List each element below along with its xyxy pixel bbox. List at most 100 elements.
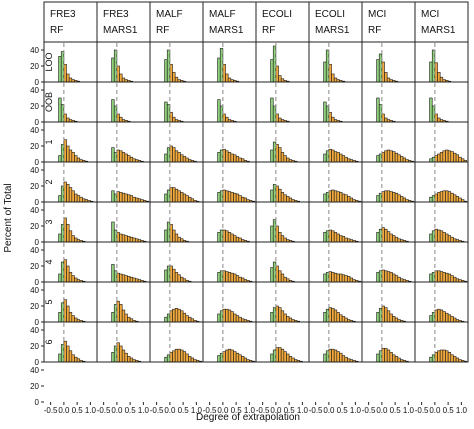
histogram-bar: [323, 193, 327, 203]
x-tick-label: 0.0: [429, 406, 441, 415]
histogram-bar: [333, 349, 338, 363]
x-tick-label: -0.5: [150, 406, 164, 415]
panel-background: [309, 82, 362, 122]
panel-background: [362, 42, 415, 82]
histogram-bar: [394, 317, 399, 323]
histogram-bar: [331, 116, 335, 123]
histogram-bar: [280, 348, 285, 363]
panel: [361, 121, 416, 163]
panel: [96, 161, 151, 203]
histogram-bar: [235, 315, 240, 323]
histogram-bar: [278, 147, 282, 163]
histogram-bar: [164, 229, 168, 243]
x-tick-label: 1.0: [456, 406, 468, 415]
panel: [149, 281, 204, 323]
histogram-bar: [164, 269, 168, 283]
histogram-bar: [439, 309, 444, 323]
histogram-bar: [384, 190, 388, 203]
histogram-bar: [429, 61, 433, 83]
histogram-bar: [341, 155, 346, 163]
histogram-bar: [217, 272, 221, 283]
histogram-bar: [74, 317, 78, 323]
histogram-bar: [376, 353, 380, 363]
histogram-bar: [323, 353, 327, 363]
histogram-bar: [400, 196, 404, 203]
y-tick-label: 20: [30, 142, 39, 151]
panel: [202, 201, 257, 243]
panel-background: [203, 82, 256, 122]
histogram-bar: [341, 236, 346, 243]
y-tick-label: 0: [35, 358, 40, 367]
histogram-bar: [439, 349, 444, 363]
histogram-bar: [442, 232, 446, 243]
histogram-bar: [323, 101, 327, 123]
y-tick-label: 40: [30, 326, 39, 335]
histogram-bar: [339, 153, 343, 163]
histogram-bar: [190, 357, 195, 363]
histogram-bar: [339, 352, 343, 363]
panel: [202, 241, 257, 283]
histogram-bar: [389, 272, 393, 283]
histogram-bar: [331, 149, 335, 163]
histogram-bar: [217, 355, 221, 363]
histogram-bar: [227, 152, 232, 163]
histogram-bar: [344, 156, 348, 163]
histogram-bar: [180, 310, 184, 323]
strip-box: [96, 1, 151, 43]
histogram-bar: [174, 150, 179, 163]
histogram-bar: [288, 356, 293, 363]
panel-grid: LOO OOB 1 2 3 4 5 6: [43, 41, 469, 363]
histogram-bar: [429, 273, 433, 283]
histogram-bar: [225, 271, 229, 283]
y-tick-label: 40: [30, 126, 39, 135]
row-label: 5: [44, 299, 54, 304]
panel: [308, 281, 363, 323]
panel: [96, 41, 151, 83]
histogram-bar: [333, 151, 338, 163]
panel: [255, 201, 310, 243]
y-axis-title: Percent of Total: [3, 183, 14, 252]
histogram-bar: [233, 351, 237, 363]
x-tick-label: 0.5: [337, 406, 349, 415]
histogram-bar: [392, 192, 396, 203]
histogram-bar: [288, 197, 293, 203]
histogram-bar: [437, 72, 441, 83]
histogram-bar: [121, 192, 126, 203]
histogram-bar: [58, 56, 62, 83]
histogram-bar: [243, 197, 248, 203]
histogram-bar: [76, 195, 81, 203]
panel-background: [415, 82, 468, 122]
histogram-bar: [323, 61, 327, 83]
histogram-bar: [180, 154, 184, 163]
histogram-bar: [164, 59, 168, 83]
histogram-bar: [347, 276, 351, 283]
histogram-bar: [119, 116, 123, 123]
y-tick-label: 0: [35, 78, 40, 87]
histogram-bar: [283, 351, 287, 363]
histogram-bar: [333, 272, 338, 283]
y-tick-label: 40: [30, 366, 39, 375]
histogram-bar: [227, 232, 232, 243]
histogram-bar: [177, 152, 181, 163]
panel: [414, 241, 469, 283]
histogram-bar: [453, 152, 457, 163]
histogram-bar: [437, 308, 441, 323]
histogram-bar: [339, 235, 343, 243]
histogram-bar: [111, 190, 115, 203]
histogram-bar: [227, 191, 232, 203]
histogram-bar: [384, 228, 388, 243]
histogram-bar: [172, 229, 176, 243]
strip-label-top: MCI: [368, 9, 386, 20]
panel-border: [414, 321, 469, 363]
histogram-bar: [66, 184, 70, 203]
histogram-bar: [344, 237, 348, 243]
histogram-bar: [76, 157, 81, 163]
histogram-bar: [58, 195, 62, 203]
histogram-bar: [339, 192, 343, 203]
histogram-bar: [402, 157, 407, 163]
panel: [361, 281, 416, 323]
histogram-bar: [185, 157, 189, 163]
histogram-bar: [445, 233, 449, 243]
panel: [96, 281, 151, 323]
histogram-bar: [397, 276, 401, 283]
